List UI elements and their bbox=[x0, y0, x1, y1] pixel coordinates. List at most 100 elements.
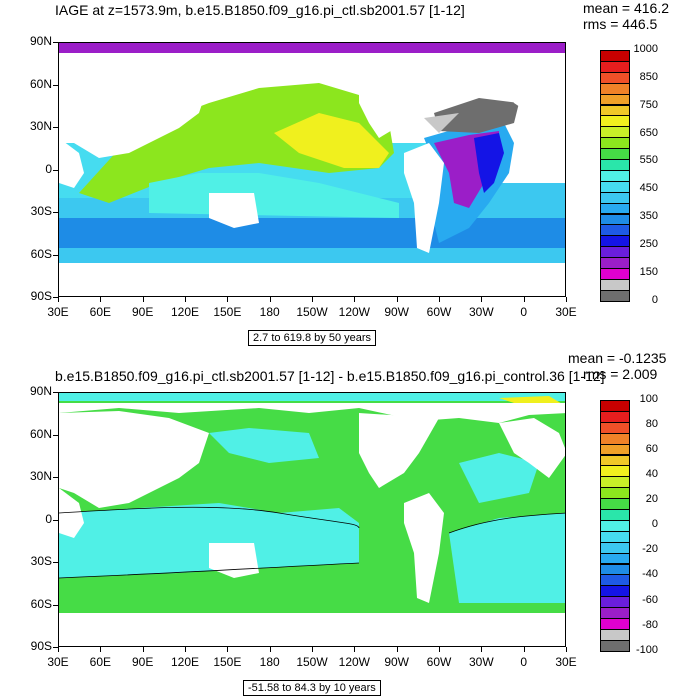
top-colorbar-label: 250 bbox=[639, 237, 658, 250]
top-lat-label: 0 bbox=[45, 161, 52, 176]
bottom-arctic-band bbox=[59, 393, 565, 401]
bottom-lon-tick bbox=[312, 647, 313, 652]
bottom-map-title: b.e15.B1850.f09_g16.pi_ctl.sb2001.57 [1-… bbox=[55, 368, 605, 384]
top-colorbar-label: 650 bbox=[639, 126, 658, 139]
bottom-colorbar-label: 40 bbox=[645, 468, 658, 481]
bottom-colorbar-label: 80 bbox=[645, 418, 658, 431]
bottom-colorbar-label: 20 bbox=[645, 493, 658, 506]
bottom-map-panel: b.e15.B1850.f09_g16.pi_ctl.sb2001.57 [1-… bbox=[0, 350, 700, 700]
top-lon-tick bbox=[354, 297, 356, 302]
top-lon-tick bbox=[142, 297, 144, 302]
bottom-colorbar-label: -100 bbox=[635, 643, 658, 656]
bottom-lon-label: 120E bbox=[170, 655, 200, 669]
top-lon-label: 30W bbox=[468, 305, 494, 319]
bottom-south-america bbox=[404, 493, 444, 603]
bottom-lon-tick bbox=[523, 647, 525, 652]
top-map-panel: IAGE at z=1573.9m, b.e15.B1850.f09_g16.p… bbox=[29, 0, 670, 346]
top-lat-tick bbox=[53, 127, 58, 128]
bottom-lon-label: 180 bbox=[259, 655, 280, 669]
bottom-colorbar-label: -80 bbox=[642, 618, 658, 631]
bottom-lon-tick bbox=[269, 647, 271, 652]
bottom-lon-label: 90E bbox=[131, 655, 154, 669]
top-lon-label: 90W bbox=[384, 305, 409, 319]
bottom-lon-tick bbox=[481, 647, 483, 652]
bottom-rms-stat: rms = 2.009 bbox=[583, 366, 658, 382]
top-colorbar-label: 850 bbox=[639, 70, 658, 83]
top-lon-label: 150W bbox=[296, 305, 328, 319]
top-lon-tick bbox=[185, 297, 186, 302]
bottom-colorbar-label: -60 bbox=[642, 593, 658, 606]
top-lon-label: 30E bbox=[47, 305, 69, 319]
bottom-colorbar-label: 100 bbox=[639, 393, 658, 405]
bottom-lat-label: 30N bbox=[29, 469, 52, 483]
bottom-colorbar-label: -20 bbox=[642, 543, 658, 556]
bottom-contour-line bbox=[59, 562, 360, 579]
bottom-southern-band bbox=[59, 503, 359, 578]
bottom-lon-tick bbox=[354, 647, 356, 652]
top-africa-europe bbox=[499, 68, 565, 128]
top-lon-tick bbox=[439, 297, 440, 302]
top-arctic-band bbox=[59, 43, 565, 53]
bottom-lon-tick bbox=[142, 647, 144, 652]
top-lon-tick bbox=[58, 297, 59, 302]
top-pacific-old-water bbox=[79, 83, 394, 203]
bottom-colorbar-swatch bbox=[600, 639, 630, 652]
bottom-lat-tick bbox=[53, 519, 58, 521]
bottom-north-america bbox=[359, 413, 439, 488]
top-lon-label: 150E bbox=[213, 305, 242, 319]
top-colorbar-swatch bbox=[600, 289, 630, 302]
bottom-lon-tick bbox=[439, 647, 440, 652]
bottom-lon-tick bbox=[566, 647, 567, 652]
top-lon-label: 120W bbox=[338, 305, 370, 319]
top-lat-tick bbox=[53, 169, 58, 171]
bottom-lat-tick bbox=[53, 647, 58, 648]
top-lat-label: 90S bbox=[30, 289, 52, 303]
top-lon-tick bbox=[566, 297, 567, 302]
top-mean-stat: mean = 416.2 bbox=[583, 0, 670, 16]
top-lon-tick bbox=[481, 297, 483, 302]
top-lon-tick bbox=[523, 297, 525, 302]
top-atlantic-deep-water bbox=[474, 133, 504, 193]
top-map-field bbox=[59, 43, 565, 296]
top-colorbar-label: 750 bbox=[639, 98, 658, 111]
top-lon-tick bbox=[312, 297, 313, 302]
top-lon-label: 180 bbox=[259, 305, 280, 319]
bottom-lat-label: 60S bbox=[30, 596, 52, 611]
bottom-lon-tick bbox=[58, 647, 59, 652]
top-rms-stat: rms = 446.5 bbox=[583, 16, 658, 32]
bottom-contour-line bbox=[59, 506, 360, 529]
top-australia bbox=[209, 193, 259, 228]
bottom-africa-europe bbox=[499, 418, 565, 478]
top-lat-tick bbox=[53, 297, 58, 298]
top-lat-tick bbox=[53, 84, 58, 86]
bottom-lat-label: 60N bbox=[29, 426, 52, 441]
top-colorbar-label: 450 bbox=[639, 182, 658, 195]
top-range-note: 2.7 to 619.8 by 50 years bbox=[248, 330, 377, 346]
top-colorbar-label: 350 bbox=[639, 210, 658, 223]
top-lon-label: 0 bbox=[520, 305, 527, 319]
bottom-lon-tick bbox=[396, 647, 398, 652]
bottom-lon-tick bbox=[100, 647, 102, 652]
top-colorbar-label: 150 bbox=[639, 265, 658, 278]
top-ocean-southern-band bbox=[59, 218, 565, 248]
top-colorbar-label: 550 bbox=[639, 154, 658, 167]
top-lat-label: 60S bbox=[30, 246, 52, 261]
top-lat-label: 30N bbox=[29, 119, 52, 133]
bottom-lat-tick bbox=[53, 392, 58, 393]
top-lon-label: 60W bbox=[426, 305, 452, 319]
bottom-lat-tick bbox=[53, 434, 58, 436]
bottom-lon-label: 90W bbox=[384, 655, 409, 669]
bottom-lat-tick bbox=[53, 604, 58, 606]
top-lat-label: 30S bbox=[30, 204, 52, 218]
top-lon-label: 60E bbox=[89, 305, 111, 319]
top-pacific-oldest-water bbox=[274, 113, 389, 168]
bottom-antarctica bbox=[59, 613, 565, 646]
top-map-title: IAGE at z=1573.9m, b.e15.B1850.f09_g16.p… bbox=[55, 2, 465, 18]
top-lon-tick bbox=[396, 297, 398, 302]
top-lon-tick bbox=[100, 297, 102, 302]
bottom-lon-label: 120W bbox=[338, 655, 370, 669]
top-north-america bbox=[359, 63, 439, 138]
bottom-southern-atlantic bbox=[449, 513, 565, 603]
top-lat-tick bbox=[53, 254, 58, 256]
top-lon-label: 120E bbox=[170, 305, 200, 319]
